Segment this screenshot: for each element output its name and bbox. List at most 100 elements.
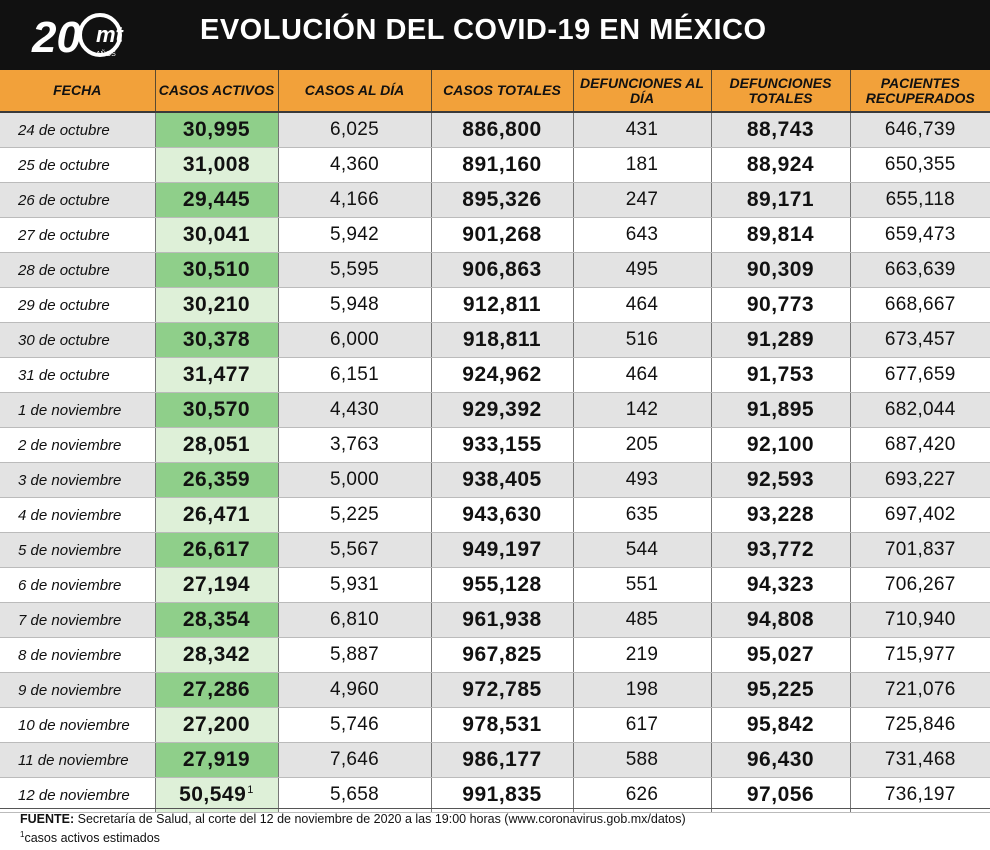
table-row: 26 de octubre 29,445 4,166 895,326 247 89,171… (0, 183, 990, 218)
cell-casos-activos-value: 31,477 (183, 363, 250, 386)
cell-fecha-value: 1 de noviembre (18, 402, 121, 419)
cell-pacientes-recuperados-value: 715,977 (885, 644, 956, 665)
cell-casos-activos: 26,359 (155, 463, 278, 498)
cell-casos-al-dia: 5,931 (278, 568, 431, 603)
cell-fecha-value: 12 de noviembre (18, 787, 130, 804)
note-line: 1casos activos estimados (20, 827, 980, 846)
cell-casos-activos: 30,995 (155, 112, 278, 148)
cell-casos-al-dia-value: 5,225 (330, 504, 379, 525)
cell-casos-al-dia-value: 5,595 (330, 259, 379, 280)
cell-casos-totales: 986,177 (431, 743, 573, 778)
cell-defunciones-totales: 93,772 (711, 533, 850, 568)
cell-defunciones-al-dia-value: 142 (626, 399, 659, 420)
cell-defunciones-totales-value: 90,773 (747, 293, 814, 316)
cell-casos-activos-value: 30,995 (183, 118, 250, 141)
cell-casos-al-dia-value: 4,166 (330, 189, 379, 210)
cell-casos-totales-value: 891,160 (462, 153, 541, 176)
cell-defunciones-totales-value: 88,924 (747, 153, 814, 176)
cell-casos-al-dia: 5,000 (278, 463, 431, 498)
footnote-mark: 1 (247, 784, 254, 796)
cell-casos-al-dia-value: 6,810 (330, 609, 379, 630)
cell-casos-totales-value: 933,155 (462, 433, 541, 456)
cell-defunciones-al-dia-value: 635 (626, 504, 659, 525)
cell-fecha-value: 3 de noviembre (18, 472, 121, 489)
cell-pacientes-recuperados: 721,076 (850, 673, 990, 708)
cell-defunciones-totales-value: 89,171 (747, 188, 814, 211)
cell-fecha-value: 27 de octubre (18, 227, 110, 244)
cell-casos-al-dia: 5,746 (278, 708, 431, 743)
cell-casos-totales: 924,962 (431, 358, 573, 393)
cell-fecha: 5 de noviembre (0, 533, 155, 568)
logo-sub: AÑOS (96, 49, 116, 58)
cell-casos-activos-value: 30,570 (183, 398, 250, 421)
cell-casos-totales-value: 955,128 (462, 573, 541, 596)
cell-fecha: 27 de octubre (0, 218, 155, 253)
cell-defunciones-totales-value: 91,753 (747, 363, 814, 386)
cell-casos-activos: 27,194 (155, 568, 278, 603)
cell-casos-totales: 967,825 (431, 638, 573, 673)
cell-casos-al-dia-value: 6,151 (330, 364, 379, 385)
cell-defunciones-al-dia: 431 (573, 112, 711, 148)
cell-fecha: 10 de noviembre (0, 708, 155, 743)
cell-casos-al-dia: 3,763 (278, 428, 431, 463)
cell-pacientes-recuperados-value: 663,639 (885, 259, 956, 280)
cell-fecha-value: 26 de octubre (18, 192, 110, 209)
table-row: 2 de noviembre 28,051 3,763 933,155 205 92,10… (0, 428, 990, 463)
cell-defunciones-al-dia-value: 431 (626, 119, 659, 140)
cell-fecha-value: 11 de noviembre (18, 752, 129, 769)
cell-casos-totales: 929,392 (431, 393, 573, 428)
cell-casos-totales: 949,197 (431, 533, 573, 568)
cell-pacientes-recuperados: 659,473 (850, 218, 990, 253)
cell-defunciones-totales-value: 88,743 (747, 118, 814, 141)
cell-casos-totales: 901,268 (431, 218, 573, 253)
cell-pacientes-recuperados-value: 721,076 (885, 679, 956, 700)
cell-casos-al-dia-value: 3,763 (330, 434, 379, 455)
cell-defunciones-al-dia-value: 485 (626, 609, 659, 630)
cell-casos-al-dia-value: 4,430 (330, 399, 379, 420)
cell-defunciones-totales: 88,743 (711, 112, 850, 148)
cell-fecha: 6 de noviembre (0, 568, 155, 603)
cell-pacientes-recuperados-value: 697,402 (885, 504, 956, 525)
cell-casos-activos: 27,200 (155, 708, 278, 743)
col-header-fecha: FECHA (0, 70, 155, 112)
cell-casos-activos: 28,342 (155, 638, 278, 673)
cell-fecha: 31 de octubre (0, 358, 155, 393)
cell-defunciones-al-dia: 485 (573, 603, 711, 638)
cell-casos-al-dia-value: 5,000 (330, 469, 379, 490)
cell-casos-activos-value: 26,359 (183, 468, 250, 491)
cell-pacientes-recuperados: 677,659 (850, 358, 990, 393)
cell-defunciones-totales-value: 91,289 (747, 328, 814, 351)
cell-fecha: 26 de octubre (0, 183, 155, 218)
cell-defunciones-totales: 91,289 (711, 323, 850, 358)
cell-casos-totales-value: 906,863 (462, 258, 541, 281)
cell-casos-activos: 30,378 (155, 323, 278, 358)
cell-pacientes-recuperados-value: 706,267 (885, 574, 956, 595)
cell-pacientes-recuperados: 655,118 (850, 183, 990, 218)
cell-casos-al-dia: 7,646 (278, 743, 431, 778)
cell-casos-totales-value: 949,197 (462, 538, 541, 561)
cell-casos-activos-value: 28,354 (183, 608, 250, 631)
cell-defunciones-totales: 89,814 (711, 218, 850, 253)
table-row: 24 de octubre 30,995 6,025 886,800 431 88,743… (0, 112, 990, 148)
col-header-defunciones-al-dia: DEFUNCIONES AL DÍA (573, 70, 711, 112)
cell-defunciones-al-dia: 205 (573, 428, 711, 463)
cell-defunciones-al-dia: 464 (573, 358, 711, 393)
cell-defunciones-al-dia-value: 626 (626, 784, 659, 805)
cell-defunciones-totales: 96,430 (711, 743, 850, 778)
cell-defunciones-totales-value: 95,225 (747, 678, 814, 701)
cell-casos-al-dia-value: 6,000 (330, 329, 379, 350)
table-row: 6 de noviembre 27,194 5,931 955,128 551 94,32… (0, 568, 990, 603)
cell-defunciones-totales-value: 90,309 (747, 258, 814, 281)
cell-casos-activos-value: 30,041 (183, 223, 250, 246)
cell-casos-al-dia-value: 4,960 (330, 679, 379, 700)
cell-casos-totales-value: 978,531 (462, 713, 541, 736)
cell-fecha: 11 de noviembre (0, 743, 155, 778)
cell-defunciones-al-dia: 198 (573, 673, 711, 708)
cell-pacientes-recuperados-value: 673,457 (885, 329, 956, 350)
cell-casos-al-dia: 4,360 (278, 148, 431, 183)
cell-casos-totales-value: 924,962 (462, 363, 541, 386)
cell-casos-activos: 28,354 (155, 603, 278, 638)
title-banner: 20 mt AÑOS EVOLUCIÓN DEL COVID-19 EN MÉX… (0, 0, 990, 70)
cell-casos-activos: 30,210 (155, 288, 278, 323)
cell-casos-al-dia-value: 5,658 (330, 784, 379, 805)
